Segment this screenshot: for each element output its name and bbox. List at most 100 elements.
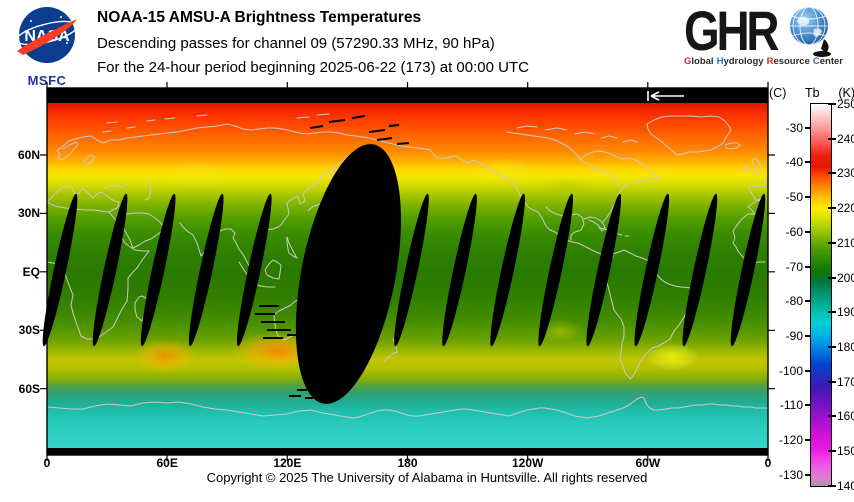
colorbar-celsius-label--130: -130 (778, 467, 803, 482)
page-subtitle-2: For the 24-hour period beginning 2025-06… (97, 59, 529, 76)
lon-tick-3-180: 180 (397, 456, 418, 470)
axis-ticks (40, 82, 775, 461)
colorbar-kelvin-label-240: 240 (837, 131, 854, 146)
colorbar-kelvin-tick-140 (828, 484, 836, 487)
ghrc-logo-text: GHR (684, 0, 780, 62)
colorbar-kelvin-label-220: 220 (837, 201, 854, 216)
colorbar-kelvin-tick-160 (828, 415, 836, 418)
colorbar-kelvin-label-200: 200 (837, 270, 854, 285)
colorbar-celsius-tick--120 (805, 439, 811, 442)
start-marker-arrow-icon (647, 91, 684, 101)
colorbar-kelvin-label-230: 230 (837, 166, 854, 181)
ghrc-globe-icon (790, 6, 832, 57)
colorbar-kelvin-tick-180 (828, 345, 836, 348)
south-polar-band (47, 448, 768, 455)
colorbar-unit-kelvin: (K) (838, 86, 854, 100)
colorbar-celsius-tick--40 (805, 161, 811, 164)
colorbar-kelvin-tick-190 (828, 311, 836, 314)
swath-gap (442, 193, 477, 347)
swath-gap (42, 193, 78, 347)
colorbar-celsius-tick--100 (805, 369, 811, 372)
colorbar-celsius-tick--60 (805, 230, 811, 233)
data-dropout-dashes (255, 115, 410, 399)
swath-gap (634, 193, 670, 347)
colorbar-kelvin-tick-250 (828, 103, 836, 105)
colorbar-celsius-label--50: -50 (785, 190, 803, 205)
nasa-meatball-icon: NASA (16, 7, 78, 63)
lat-tick-30N: 30N (17, 206, 40, 221)
swath-gap (140, 193, 176, 347)
copyright-text: Copyright © 2025 The University of Alaba… (206, 470, 648, 485)
ghrc-caption-word-center: Center (812, 56, 843, 67)
colorbar-quantity: Tb (805, 86, 820, 100)
colorbar-kelvin-tick-170 (828, 380, 836, 383)
colorbar-celsius-tick--50 (805, 196, 811, 199)
colorbar-unit-celsius: (C) (769, 86, 787, 100)
colorbar-celsius-label--40: -40 (785, 155, 803, 170)
colorbar-kelvin-label-250: 250 (837, 97, 854, 111)
swath-gap (586, 193, 622, 347)
colorbar-celsius-label--60: -60 (785, 224, 803, 239)
lat-tick-60S: 60S (18, 381, 40, 396)
colorbar-kelvin-label-190: 190 (837, 305, 854, 320)
title-block: NOAA-15 AMSU-A Brightness Temperatures D… (97, 9, 529, 83)
lon-tick-2-120E: 120E (273, 456, 302, 470)
colorbar-kelvin-tick-240 (828, 137, 836, 140)
ghrc-caption-word-global: Global (684, 56, 714, 67)
lat-tick-60N: 60N (17, 148, 40, 162)
ghrc-caption-word-resource: Resource (766, 56, 810, 67)
ghrc-caption-word-hydrology: Hydrology (716, 56, 764, 67)
colorbar-celsius-tick--30 (805, 126, 811, 129)
colorbar-kelvin-label-140: 140 (837, 478, 854, 493)
colorbar-celsius-tick--90 (805, 334, 811, 337)
colorbar-celsius-tick--70 (805, 265, 811, 268)
colorbar-kelvin-tick-200 (828, 276, 836, 279)
colorbar-kelvin-tick-220 (828, 207, 836, 210)
page-title: NOAA-15 AMSU-A Brightness Temperatures (97, 9, 422, 26)
swath-gap (188, 193, 224, 347)
colorbar-kelvin-label-160: 160 (837, 409, 854, 424)
colorbar-celsius-label--80: -80 (785, 294, 803, 309)
ghrc-caption: Global Hydrology Resource Center (684, 56, 852, 67)
lat-tick-EQ: EQ (22, 264, 40, 279)
colorbar-celsius-tick--130 (805, 473, 811, 476)
swath-gap (92, 193, 128, 347)
swath-gap (236, 193, 272, 347)
nasa-logo: NASA MSFC (12, 5, 82, 88)
swath-gap (682, 193, 718, 347)
colorbar-celsius-label--110: -110 (779, 398, 803, 413)
lat-tick-30S: 30S (18, 323, 40, 338)
swath-gap (730, 193, 766, 347)
lon-tick-4-120W: 120W (511, 456, 544, 470)
swath-gap (538, 193, 574, 347)
swath-gap (394, 193, 429, 347)
lon-tick-1-60E: 60E (156, 456, 178, 470)
lon-tick-0-0: 0 (43, 456, 51, 470)
colorbar-kelvin-tick-210 (828, 241, 836, 244)
lon-tick-5-60W: 60W (635, 456, 661, 470)
colorbar-celsius-label--120: -120 (778, 433, 803, 448)
colorbar-kelvin-label-150: 150 (837, 444, 854, 458)
lon-tick-6-0: 0 (764, 456, 772, 470)
colorbar-kelvin-label-210: 210 (837, 235, 854, 250)
colorbar-kelvin-label-170: 170 (837, 374, 854, 389)
colorbar-celsius-label--100: -100 (778, 363, 803, 378)
colorbar-kelvin-tick-150 (828, 450, 836, 452)
colorbar-celsius-label--70: -70 (785, 259, 803, 274)
colorbar (810, 103, 832, 487)
swath-gap (490, 193, 525, 347)
msfc-label: MSFC (27, 73, 67, 88)
north-polar-band (47, 88, 768, 103)
colorbar-kelvin-label-180: 180 (837, 339, 854, 354)
page-subtitle-1: Descending passes for channel 09 (57290.… (97, 35, 495, 52)
colorbar-celsius-label--90: -90 (785, 328, 803, 343)
colorbar-header: (C) Tb (K) (769, 86, 854, 100)
colorbar-kelvin-tick-230 (828, 172, 836, 175)
brightness-temperature-map (40, 82, 775, 461)
ghrc-logo: GHR (684, 0, 852, 68)
large-swath-gap (295, 144, 401, 404)
colorbar-celsius-tick--80 (805, 300, 811, 303)
orbit-gap-swaths (42, 144, 766, 404)
colorbar-celsius-label--30: -30 (785, 120, 803, 135)
